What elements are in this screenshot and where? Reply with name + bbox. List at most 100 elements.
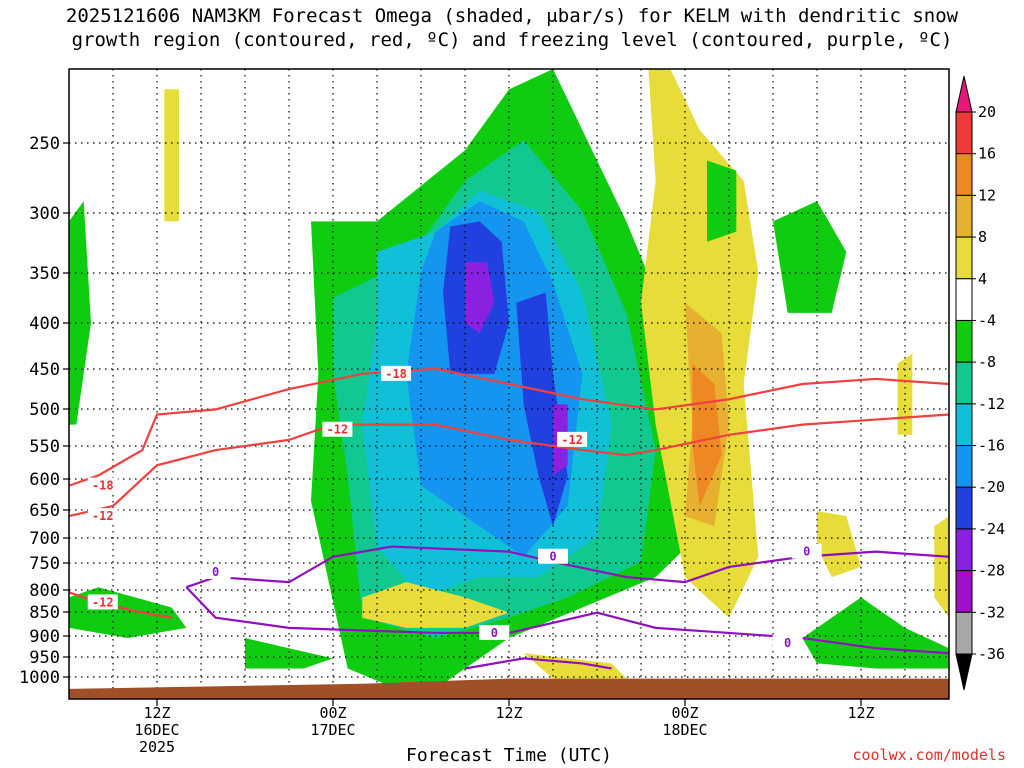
omega-shade-12 bbox=[773, 201, 847, 313]
x-tick-label-1-1: 17DEC bbox=[310, 721, 355, 739]
x-tick-label-2-0: 12Z bbox=[495, 704, 522, 722]
colorbar: 20 16 12 8 4 -4 -8 -12 -16 -20 -24 -28 -32 -36 bbox=[955, 75, 1005, 691]
y-tick-label-250: 250 bbox=[29, 134, 60, 154]
contour-label-1: -18 bbox=[385, 367, 407, 381]
contour-label-8: 0 bbox=[803, 545, 810, 559]
purple-contour-2 bbox=[464, 657, 612, 670]
y-tick-label-500: 500 bbox=[29, 400, 60, 420]
contour-layer: -18 -18 -12 -12 -12 -12 0 0 0 0 0 bbox=[68, 365, 950, 670]
colorbar-swatch-5 bbox=[955, 319, 973, 363]
omega-shade-15 bbox=[245, 638, 333, 669]
contour-label-4: -12 bbox=[561, 433, 583, 447]
contour-label-0: -18 bbox=[92, 479, 114, 493]
contour-label-bg-2 bbox=[87, 508, 118, 524]
colorbar-swatch-0 bbox=[955, 111, 973, 155]
contour-label-bg-5 bbox=[87, 594, 118, 610]
omega-shade-17 bbox=[362, 582, 509, 628]
x-tick-label-4-0: 12Z bbox=[847, 704, 874, 722]
red-contour-0 bbox=[68, 367, 950, 487]
red-contour-1 bbox=[68, 413, 950, 518]
colorbar-bottom-arrow bbox=[955, 653, 973, 691]
x-tick-label-0-2: 2025 bbox=[139, 738, 175, 756]
colorbar-label-12: -32 bbox=[978, 603, 1005, 621]
y-tick-label-650: 650 bbox=[29, 501, 60, 521]
y-tick-label-800: 800 bbox=[29, 581, 60, 601]
omega-shade-18 bbox=[523, 653, 627, 679]
omega-shade-20 bbox=[934, 516, 949, 618]
contour-label-2: -12 bbox=[92, 509, 114, 523]
colorbar-swatch-3 bbox=[955, 236, 973, 280]
colorbar-label-4: 4 bbox=[978, 270, 987, 288]
x-axis-label: Forecast Time (UTC) bbox=[406, 745, 612, 766]
y-tick-label-300: 300 bbox=[29, 204, 60, 224]
y-tick-label-700: 700 bbox=[29, 529, 60, 549]
chart-title-line2: growth region (contoured, red, ºC) and f… bbox=[71, 29, 953, 51]
colorbar-swatch-8 bbox=[955, 445, 973, 488]
omega-shade-6 bbox=[465, 262, 495, 334]
terrain-fill bbox=[69, 678, 949, 699]
colorbar-label-5: -4 bbox=[978, 311, 996, 329]
colorbar-swatch-11 bbox=[955, 570, 973, 613]
contour-label-bg-1 bbox=[381, 365, 412, 381]
credit-text: coolwx.com/models bbox=[852, 746, 1006, 764]
colorbar-label-11: -28 bbox=[978, 562, 1005, 580]
chart-title: 2025121606 NAM3KM Forecast Omega (shaded… bbox=[0, 4, 1024, 52]
red-contour-2 bbox=[68, 591, 172, 619]
y-tick-label-950: 950 bbox=[29, 648, 60, 668]
omega-shade-11 bbox=[707, 160, 737, 242]
y-tick-label-350: 350 bbox=[29, 264, 60, 284]
y-tick-label-550: 550 bbox=[29, 437, 60, 457]
contour-label-bg-10 bbox=[772, 635, 803, 651]
contour-label-bg-7 bbox=[538, 548, 568, 564]
contour-label-bg-9 bbox=[479, 624, 510, 640]
colorbar-label-7: -12 bbox=[978, 395, 1005, 413]
x-tick-label-3-1: 18DEC bbox=[662, 721, 707, 739]
x-tick-label-1-0: 00Z bbox=[319, 704, 346, 722]
omega-shade-14 bbox=[69, 587, 187, 639]
contour-label-bg-4 bbox=[557, 431, 588, 447]
contour-label-7: 0 bbox=[549, 550, 556, 564]
colorbar-swatch-12 bbox=[955, 611, 973, 655]
colorbar-label-0: 20 bbox=[978, 103, 996, 121]
y-tick-label-1000: 1000 bbox=[19, 668, 60, 688]
contour-label-6: 0 bbox=[212, 565, 219, 579]
contour-label-bg-3 bbox=[322, 421, 353, 437]
colorbar-label-9: -20 bbox=[978, 478, 1005, 496]
omega-shade-21 bbox=[817, 511, 861, 578]
colorbar-label-6: -8 bbox=[978, 353, 996, 371]
y-tick-label-900: 900 bbox=[29, 627, 60, 647]
x-tick-label-0-0: 12Z bbox=[143, 704, 170, 722]
colorbar-label-2: 12 bbox=[978, 186, 996, 204]
colorbar-label-10: -24 bbox=[978, 520, 1005, 538]
colorbar-swatch-4 bbox=[955, 278, 973, 321]
colorbar-label-13: -36 bbox=[978, 645, 1005, 663]
chart-title-line1: 2025121606 NAM3KM Forecast Omega (shaded… bbox=[65, 5, 959, 27]
colorbar-swatch-6 bbox=[955, 361, 973, 405]
omega-shading-layer bbox=[69, 69, 949, 699]
contour-label-bg-8 bbox=[791, 543, 822, 559]
colorbar-label-3: 8 bbox=[978, 228, 987, 246]
colorbar-label-8: -16 bbox=[978, 437, 1005, 455]
contour-label-bg-6 bbox=[200, 563, 231, 579]
contour-label-10: 0 bbox=[784, 636, 791, 650]
omega-shade-16 bbox=[802, 597, 949, 669]
colorbar-swatch-9 bbox=[955, 486, 973, 530]
y-tick-label-850: 850 bbox=[29, 603, 60, 623]
colorbar-swatch-2 bbox=[955, 194, 973, 238]
contour-label-9: 0 bbox=[491, 626, 498, 640]
contour-label-3: -12 bbox=[327, 423, 349, 437]
x-tick-label-0-1: 16DEC bbox=[134, 721, 179, 739]
colorbar-swatch-10 bbox=[955, 528, 973, 572]
colorbar-top-arrow bbox=[955, 75, 973, 113]
y-tick-label-450: 450 bbox=[29, 360, 60, 380]
colorbar-label-1: 16 bbox=[978, 145, 996, 163]
x-tick-label-3-0: 00Z bbox=[671, 704, 698, 722]
purple-contour-1 bbox=[185, 586, 950, 655]
contour-label-bg-0 bbox=[87, 477, 118, 493]
terrain-surface bbox=[69, 678, 949, 699]
y-tick-label-750: 750 bbox=[29, 554, 60, 574]
colorbar-swatch-7 bbox=[955, 403, 973, 447]
